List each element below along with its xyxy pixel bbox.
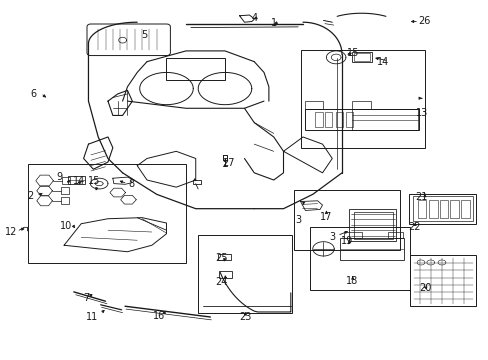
Bar [353, 53, 369, 61]
Bar [61, 197, 69, 204]
Text: 15: 15 [346, 48, 358, 58]
Bar [351, 109, 417, 130]
Bar [351, 101, 370, 109]
Bar [300, 50, 424, 148]
Bar [61, 187, 69, 194]
Bar [351, 51, 371, 62]
Bar [325, 112, 331, 127]
Text: 6: 6 [31, 89, 37, 99]
Text: 1: 1 [270, 18, 276, 28]
Bar [449, 200, 458, 218]
Bar [428, 200, 437, 218]
Bar [353, 212, 392, 239]
Bar [217, 253, 230, 260]
Text: 14: 14 [72, 176, 84, 186]
Text: 5: 5 [141, 30, 147, 40]
Bar [439, 200, 447, 218]
Text: 14: 14 [377, 57, 389, 67]
Bar [294, 190, 399, 250]
Bar [335, 112, 343, 127]
Text: 24: 24 [214, 277, 227, 287]
Text: 11: 11 [86, 312, 98, 322]
Text: 21: 21 [414, 192, 427, 202]
Text: 17: 17 [320, 212, 332, 221]
Bar [345, 112, 352, 127]
Text: 8: 8 [128, 179, 134, 189]
Text: 10: 10 [61, 221, 73, 231]
Text: 27: 27 [222, 158, 235, 168]
Bar [387, 232, 402, 238]
Bar [344, 232, 361, 238]
Text: 13: 13 [415, 108, 427, 118]
Bar [68, 176, 84, 184]
Text: 4: 4 [251, 13, 257, 23]
Bar [62, 177, 70, 184]
Text: 19: 19 [340, 236, 352, 246]
Text: 2: 2 [27, 191, 33, 201]
Text: 22: 22 [407, 222, 420, 232]
Text: 16: 16 [153, 311, 165, 320]
Bar [310, 227, 409, 291]
Bar [166, 58, 224, 80]
Bar [219, 271, 232, 278]
Text: 12: 12 [5, 227, 18, 237]
Bar [305, 101, 322, 109]
Bar [27, 164, 185, 263]
Text: 26: 26 [417, 17, 429, 27]
Text: 23: 23 [239, 312, 251, 322]
Text: 7: 7 [83, 293, 89, 303]
Bar [412, 196, 472, 221]
Bar [460, 200, 469, 218]
Text: 18: 18 [345, 276, 357, 286]
Text: 20: 20 [419, 283, 431, 293]
Bar [408, 194, 475, 224]
Bar [339, 238, 404, 260]
Bar [409, 255, 475, 306]
Text: 3: 3 [294, 215, 301, 225]
Bar [417, 200, 426, 218]
Bar [348, 210, 395, 241]
Bar [305, 109, 418, 130]
Text: 9: 9 [56, 172, 62, 182]
Text: 3: 3 [328, 232, 335, 242]
Bar [315, 112, 322, 127]
Text: 25: 25 [214, 253, 227, 263]
Text: 15: 15 [88, 176, 101, 186]
Bar [198, 234, 292, 314]
